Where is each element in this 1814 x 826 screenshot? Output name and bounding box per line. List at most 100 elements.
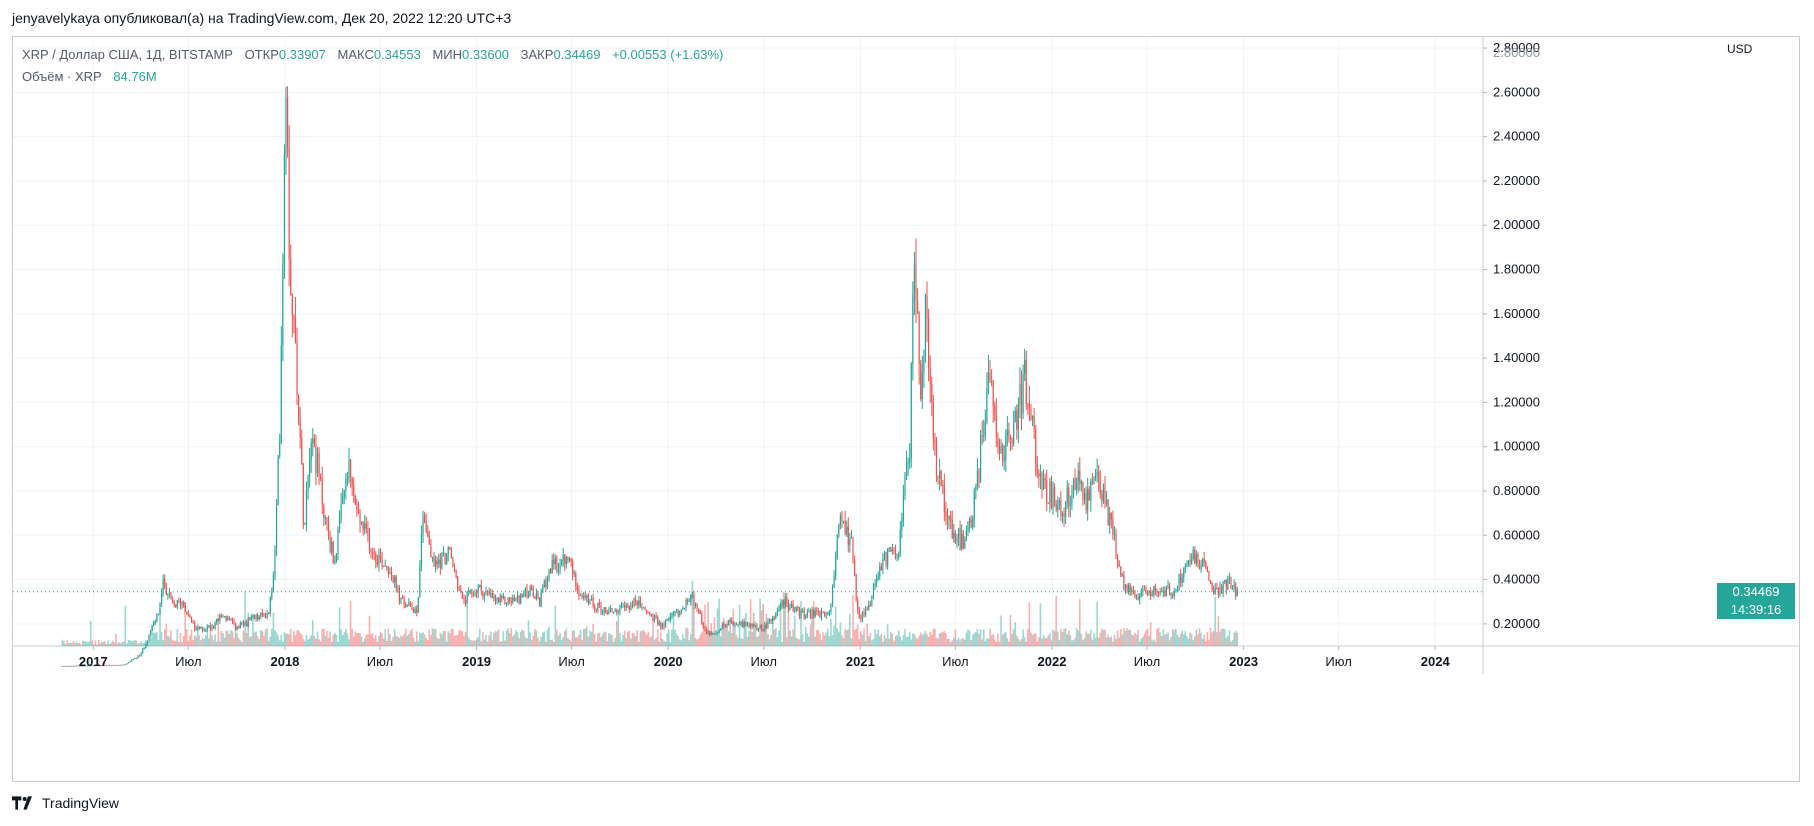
- volume-bar: [915, 637, 917, 646]
- y-tick-label: 1.40000: [1493, 350, 1540, 365]
- candle-body: [803, 610, 805, 618]
- currency-label[interactable]: USD: [1727, 42, 1753, 56]
- volume-bar: [612, 641, 615, 646]
- candle-body: [482, 591, 484, 597]
- volume-bar: [600, 636, 602, 646]
- volume-bar: [559, 632, 561, 646]
- candle-body: [568, 558, 571, 561]
- candle-body: [159, 603, 161, 615]
- candle-body: [866, 609, 868, 610]
- candle-body: [1008, 429, 1010, 439]
- volume-bar: [1138, 641, 1141, 646]
- volume-bar: [590, 631, 593, 646]
- candle-body: [644, 608, 646, 611]
- candle-body: [1060, 500, 1062, 516]
- volume-bar: [220, 630, 223, 646]
- candle-body: [1069, 504, 1071, 506]
- volume-bar: [546, 629, 549, 646]
- candle-body: [272, 574, 274, 592]
- volume-bar: [998, 641, 1001, 646]
- volume-bar: [623, 630, 626, 646]
- brand-label: TradingView: [42, 795, 120, 811]
- candle-body: [438, 559, 440, 565]
- candle-body: [1094, 473, 1097, 478]
- candle-body: [745, 622, 747, 624]
- volume-bar: [406, 635, 409, 646]
- volume-label[interactable]: Объём · XRP: [22, 69, 102, 84]
- candle-body: [275, 505, 278, 549]
- candle-body: [1068, 487, 1070, 506]
- volume-bar: [834, 606, 837, 646]
- candle-body: [768, 619, 771, 621]
- candle-body: [216, 618, 218, 624]
- volume-bar: [329, 631, 331, 646]
- volume-bar: [592, 624, 594, 646]
- candle-body: [236, 626, 238, 630]
- volume-bar: [965, 632, 968, 646]
- volume-bar: [1047, 635, 1050, 646]
- volume-bar: [1198, 628, 1201, 646]
- volume-bar: [875, 634, 878, 646]
- candle-body: [705, 628, 708, 633]
- volume-bar: [845, 630, 848, 646]
- volume-bar: [986, 638, 988, 646]
- volume-bar: [1020, 639, 1023, 646]
- volume-bar: [997, 633, 999, 646]
- volume-bar: [989, 628, 991, 646]
- candle-body: [951, 519, 953, 539]
- volume-bar: [245, 632, 248, 646]
- candle-body: [814, 610, 816, 617]
- volume-bar: [775, 628, 777, 646]
- symbol-label[interactable]: XRP / Доллар США, 1Д, BITSTAMP: [22, 47, 233, 62]
- volume-bar: [913, 633, 916, 646]
- candle-body: [740, 621, 742, 624]
- candle-body: [546, 578, 549, 588]
- candle-body: [1038, 473, 1040, 477]
- candle-body: [463, 598, 465, 600]
- volume-bar: [656, 628, 659, 646]
- candle-body: [334, 561, 336, 563]
- tradingview-footer[interactable]: TradingView: [12, 795, 119, 811]
- candle-body: [995, 414, 997, 438]
- volume-bar: [389, 634, 391, 646]
- candle-body: [1126, 585, 1128, 593]
- volume-bar: [563, 631, 566, 646]
- candle-body: [800, 611, 802, 616]
- candle-body: [887, 548, 889, 566]
- volume-bar: [545, 641, 547, 646]
- candle-body: [291, 294, 293, 316]
- volume-bar: [929, 631, 931, 646]
- volume-bar: [277, 635, 279, 646]
- volume-bar: [562, 637, 564, 646]
- candle-body: [1057, 502, 1059, 511]
- candle-body: [200, 626, 202, 629]
- volume-bar: [981, 639, 983, 646]
- volume-bar: [330, 641, 333, 646]
- candle-body: [901, 519, 903, 531]
- candle-body: [641, 607, 643, 608]
- volume-bar: [390, 640, 393, 646]
- volume-bar: [756, 636, 758, 646]
- candle-body: [247, 619, 249, 627]
- x-tick-label: 2020: [654, 654, 683, 669]
- candle-body: [813, 610, 815, 617]
- candle-body: [888, 547, 890, 549]
- candle-body: [293, 315, 295, 319]
- candle-body: [1112, 519, 1114, 535]
- volume-bar: [737, 637, 739, 646]
- candle-body: [1090, 481, 1092, 501]
- candle-body: [332, 542, 334, 563]
- candle-body: [179, 601, 182, 606]
- volume-bar: [1140, 638, 1143, 646]
- volume-bar: [1118, 637, 1120, 646]
- x-tick-label: 2021: [846, 654, 875, 669]
- chart-frame[interactable]: [12, 36, 1800, 782]
- candle-body: [305, 490, 308, 523]
- volume-bar: [157, 639, 160, 646]
- volume-bar: [680, 640, 683, 646]
- candle-body: [1101, 494, 1103, 501]
- volume-bar: [658, 641, 661, 646]
- candle-body: [565, 557, 567, 565]
- candle-body: [338, 517, 341, 529]
